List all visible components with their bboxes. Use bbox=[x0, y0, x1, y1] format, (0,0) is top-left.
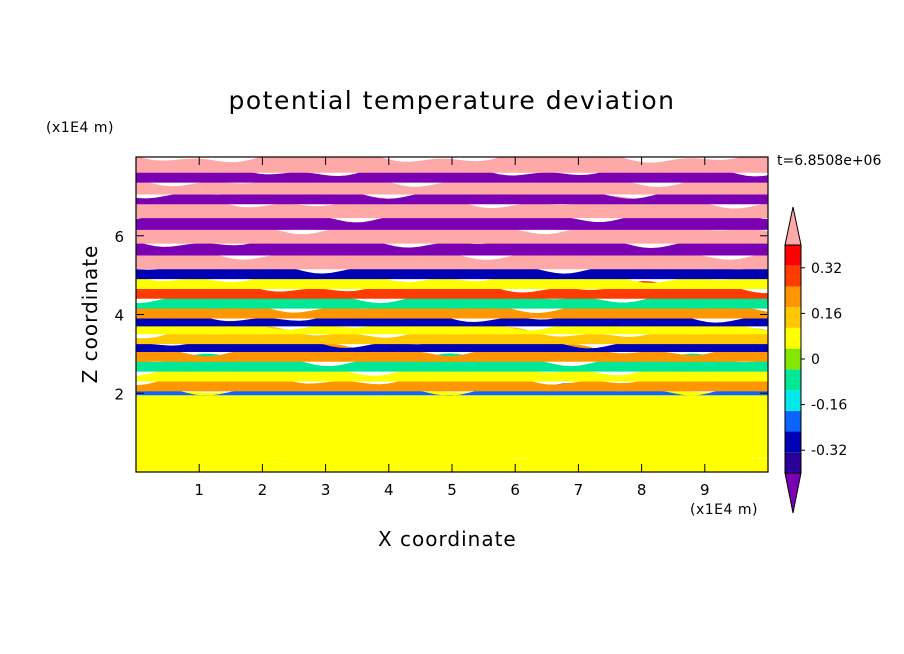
field-band bbox=[136, 391, 768, 411]
colorbar-box bbox=[785, 307, 801, 328]
x-tick-label: 4 bbox=[384, 481, 394, 499]
colorbar-tick-label: -0.32 bbox=[811, 443, 847, 459]
y-axis-unit: (x1E4 m) bbox=[46, 120, 114, 136]
y-ticks: 2 4 6 bbox=[114, 228, 768, 403]
colorbar-lower-extend bbox=[784, 472, 802, 514]
x-axis-unit: (x1E4 m) bbox=[690, 502, 758, 518]
field-band bbox=[136, 353, 768, 372]
field-band bbox=[136, 260, 768, 280]
field-band bbox=[136, 165, 768, 183]
field-band bbox=[136, 326, 768, 345]
field-band bbox=[136, 383, 768, 396]
colorbar-box bbox=[785, 327, 801, 349]
field-band bbox=[136, 300, 768, 319]
x-tick-label: 8 bbox=[637, 481, 647, 499]
colorbar-tick-label: 0.16 bbox=[811, 306, 842, 322]
colorbar-box bbox=[785, 286, 801, 308]
y-tick-label: 2 bbox=[114, 385, 124, 403]
y-tick-label: 6 bbox=[114, 228, 124, 246]
colorbar-tick-label: -0.16 bbox=[811, 398, 847, 414]
x-tick-label: 5 bbox=[447, 481, 457, 499]
colorbar: 0.32 0.16 0 -0.16 -0.32 bbox=[784, 206, 847, 514]
colorbar-box bbox=[785, 410, 801, 432]
x-tick-label: 7 bbox=[574, 481, 584, 499]
field-band bbox=[136, 407, 768, 459]
chart-title: potential temperature deviation bbox=[228, 86, 676, 115]
colorbar-box bbox=[785, 431, 801, 453]
x-tick-label: 6 bbox=[510, 481, 520, 499]
colorbar-box bbox=[785, 452, 801, 473]
field-layer bbox=[136, 157, 768, 472]
x-tick-label: 9 bbox=[700, 481, 710, 499]
colorbar-tick-label: 0 bbox=[811, 352, 820, 368]
field-band bbox=[136, 280, 768, 299]
x-tick-label: 3 bbox=[321, 481, 331, 499]
field-band bbox=[136, 363, 768, 382]
colorbar-upper-extend bbox=[784, 206, 802, 246]
field-band bbox=[136, 373, 768, 392]
field-band bbox=[136, 453, 768, 472]
colorbar-box bbox=[785, 390, 801, 411]
x-ticks: 1 2 3 4 5 6 7 8 9 bbox=[194, 157, 710, 499]
colorbar-box bbox=[785, 245, 801, 266]
colorbar-box bbox=[785, 348, 801, 370]
x-tick-label: 2 bbox=[258, 481, 268, 499]
y-tick-label: 4 bbox=[114, 307, 124, 325]
x-tick-label: 1 bbox=[194, 481, 204, 499]
colorbar-box bbox=[785, 265, 801, 287]
field-band bbox=[136, 209, 768, 230]
x-axis-label: X coordinate bbox=[378, 527, 517, 551]
colorbar-tick-label: 0.32 bbox=[811, 261, 842, 277]
colorbar-box bbox=[785, 369, 801, 391]
time-label: t=6.8508e+06 bbox=[777, 153, 882, 169]
field-band bbox=[136, 343, 768, 362]
field-band bbox=[136, 290, 768, 309]
